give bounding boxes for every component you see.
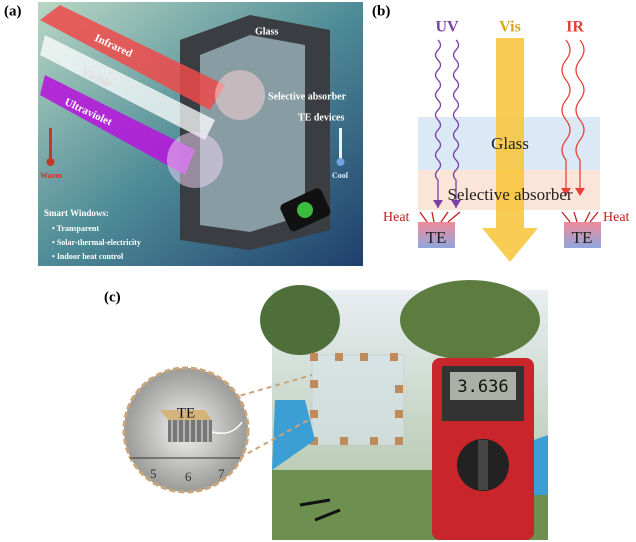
ray-label: Vis bbox=[499, 19, 521, 36]
meter-reading: 3.636 bbox=[457, 377, 508, 397]
te-module bbox=[418, 222, 455, 248]
panel-label: (c) bbox=[104, 289, 121, 305]
arrowhead bbox=[561, 188, 571, 196]
te-top bbox=[160, 410, 212, 420]
shape bbox=[390, 353, 398, 361]
tree bbox=[260, 285, 340, 355]
meter-display bbox=[450, 372, 516, 400]
ruler-label: 7 bbox=[218, 466, 225, 481]
te-module bbox=[564, 222, 601, 248]
glow bbox=[167, 132, 223, 188]
shape bbox=[395, 410, 403, 418]
shape bbox=[310, 437, 318, 445]
tree bbox=[400, 280, 540, 360]
vis-arrow bbox=[482, 38, 538, 262]
shape bbox=[310, 353, 318, 361]
thermometer-bulb bbox=[336, 158, 345, 166]
shape bbox=[395, 385, 403, 393]
ruler-label: 6 bbox=[185, 469, 192, 484]
wire bbox=[211, 421, 243, 434]
thermo-label: Cool bbox=[332, 171, 349, 180]
box-item-text: Transparent bbox=[57, 224, 100, 233]
ray-label: IR bbox=[566, 19, 584, 36]
heat-arrows bbox=[419, 211, 599, 223]
uv-waves bbox=[434, 39, 460, 208]
layer-label: Glass bbox=[491, 134, 529, 153]
box-item-text: Indoor heat control bbox=[57, 252, 124, 261]
glove bbox=[272, 400, 315, 470]
uv-beam bbox=[40, 75, 195, 175]
shape bbox=[340, 437, 348, 445]
arrowhead bbox=[575, 188, 585, 196]
box-title: Smart Windows: bbox=[44, 208, 109, 218]
arrowhead bbox=[433, 200, 443, 208]
thermometer-bulb bbox=[46, 158, 55, 166]
ray-label: UV bbox=[435, 19, 459, 36]
dial-knob bbox=[478, 440, 488, 490]
shape bbox=[370, 437, 378, 445]
te-array bbox=[310, 353, 403, 445]
callout: Glass bbox=[255, 26, 278, 37]
shape bbox=[310, 410, 318, 418]
shape bbox=[360, 353, 368, 361]
shape bbox=[395, 437, 403, 445]
box-item: • Transparent bbox=[52, 224, 99, 233]
panel-label: (a) bbox=[4, 3, 22, 19]
te-legs bbox=[171, 420, 209, 442]
box-item-text: Solar-thermal-electricity bbox=[57, 238, 141, 247]
probes bbox=[299, 498, 341, 522]
box-item: • Indoor heat control bbox=[52, 252, 124, 261]
heat-label: Heat bbox=[603, 210, 630, 225]
ir-waves bbox=[561, 39, 585, 190]
te-label: TE bbox=[426, 228, 447, 247]
ruler-label: 5 bbox=[150, 466, 157, 481]
thermometer bbox=[49, 128, 52, 160]
ir-beam bbox=[40, 5, 225, 110]
box-item: • Solar-thermal-electricity bbox=[52, 238, 141, 247]
inset-label: TE bbox=[177, 405, 195, 421]
shape bbox=[335, 353, 343, 361]
glass-sample bbox=[311, 354, 405, 446]
panel-label: (b) bbox=[372, 3, 390, 19]
glow bbox=[215, 70, 265, 120]
te-label: TE bbox=[572, 228, 593, 247]
shape bbox=[310, 380, 318, 388]
arrowhead bbox=[451, 200, 461, 208]
thermometer bbox=[339, 128, 342, 160]
callout: Selective absorber bbox=[268, 91, 347, 102]
phone-icon bbox=[297, 202, 313, 218]
zoom-lines bbox=[231, 374, 313, 463]
heat-label: Heat bbox=[383, 210, 410, 225]
thermo-label: Warm bbox=[40, 171, 62, 180]
layer-label: Selective absorber bbox=[447, 185, 572, 204]
vis-beam bbox=[40, 35, 215, 140]
callout: TE devices bbox=[298, 112, 344, 123]
